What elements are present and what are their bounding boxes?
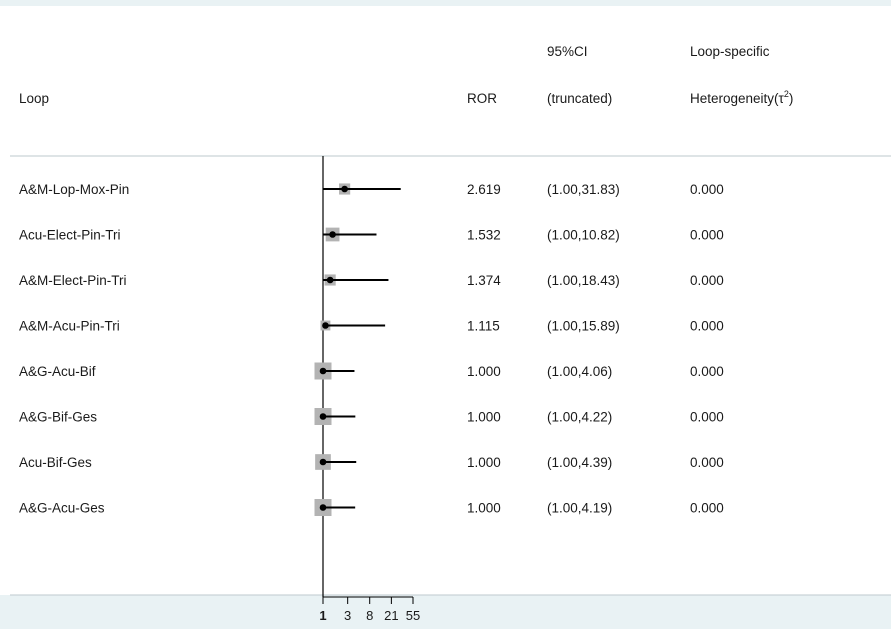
plot-background	[0, 6, 891, 595]
loop-label: A&M-Acu-Pin-Tri	[19, 319, 120, 334]
heterogeneity-value: 0.000	[690, 410, 724, 425]
table-row: A&G-Bif-Ges 1.000 (1.00,4.22) 0.000	[19, 408, 724, 425]
x-tick-label: 8	[366, 608, 373, 623]
heterogeneity-close-paren: )	[789, 91, 794, 106]
table-row: A&M-Elect-Pin-Tri 1.374 (1.00,18.43) 0.000	[19, 273, 724, 288]
ci-value: (1.00,15.89)	[547, 319, 620, 334]
ror-value: 1.000	[467, 501, 501, 516]
header-loop: Loop	[19, 91, 49, 106]
point-estimate	[326, 276, 334, 284]
x-tick-label: 1	[319, 608, 326, 623]
ror-value: 1.000	[467, 410, 501, 425]
ror-value: 1.000	[467, 455, 501, 470]
header-ror: ROR	[467, 91, 497, 106]
ci-value: (1.00,31.83)	[547, 182, 620, 197]
table-row: A&M-Acu-Pin-Tri 1.115 (1.00,15.89) 0.000	[19, 319, 724, 334]
table-row: Acu-Bif-Ges 1.000 (1.00,4.39) 0.000	[19, 454, 724, 470]
header-ci-line1: 95%CI	[547, 44, 588, 59]
ci-value: (1.00,4.06)	[547, 364, 612, 379]
heterogeneity-value: 0.000	[690, 319, 724, 334]
x-tick-label: 21	[384, 608, 398, 623]
ci-value: (1.00,4.19)	[547, 501, 612, 516]
point-estimate	[319, 504, 327, 511]
point-estimate	[322, 322, 329, 329]
ror-value: 1.532	[467, 228, 501, 243]
heterogeneity-superscript: 2	[784, 89, 789, 99]
heterogeneity-value: 0.000	[690, 455, 724, 470]
heterogeneity-value: 0.000	[690, 501, 724, 516]
loop-label: A&G-Acu-Ges	[19, 501, 105, 516]
table-row: A&G-Acu-Ges 1.000 (1.00,4.19) 0.000	[19, 499, 724, 516]
ci-value: (1.00,4.39)	[547, 455, 612, 470]
ror-value: 1.000	[467, 364, 501, 379]
x-tick-label: 3	[344, 608, 351, 623]
table-row: Acu-Elect-Pin-Tri 1.532 (1.00,10.82) 0.000	[19, 228, 724, 243]
point-estimate	[329, 231, 336, 238]
point-estimate	[319, 367, 327, 375]
table-rows: A&M-Lop-Mox-Pin 2.619 (1.00,31.83) 0.000Acu…	[19, 182, 724, 516]
heterogeneity-value: 0.000	[690, 364, 724, 379]
table-row: A&G-Acu-Bif 1.000 (1.00,4.06) 0.000	[19, 362, 724, 380]
ror-value: 2.619	[467, 182, 501, 197]
loop-label: A&M-Elect-Pin-Tri	[19, 273, 127, 288]
loop-label: A&M-Lop-Mox-Pin	[19, 182, 129, 197]
point-estimate	[341, 185, 348, 193]
point-estimate	[319, 413, 327, 420]
ci-value: (1.00,4.22)	[547, 410, 612, 425]
ror-value: 1.374	[467, 273, 501, 288]
loop-label: Acu-Bif-Ges	[19, 455, 92, 470]
ror-value: 1.115	[467, 319, 500, 334]
heterogeneity-label: Heterogeneity(τ	[690, 91, 785, 106]
ci-value: (1.00,10.82)	[547, 228, 620, 243]
table-row: A&M-Lop-Mox-Pin 2.619 (1.00,31.83) 0.000	[19, 182, 724, 197]
loop-label: Acu-Elect-Pin-Tri	[19, 228, 121, 243]
header-ci-line2: (truncated)	[547, 91, 612, 106]
forest-plot-area: 1 3 8 21 55	[319, 156, 420, 623]
loop-label: A&G-Bif-Ges	[19, 410, 97, 425]
x-tick-label: 55	[406, 608, 420, 623]
header-heterogeneity-line2: Heterogeneity(τ2)	[690, 89, 793, 106]
point-estimate	[319, 458, 327, 466]
loop-label: A&G-Acu-Bif	[19, 364, 96, 379]
heterogeneity-value: 0.000	[690, 182, 724, 197]
ci-value: (1.00,18.43)	[547, 273, 620, 288]
heterogeneity-value: 0.000	[690, 273, 724, 288]
heterogeneity-value: 0.000	[690, 228, 724, 243]
header-heterogeneity-line1: Loop-specific	[690, 44, 770, 59]
